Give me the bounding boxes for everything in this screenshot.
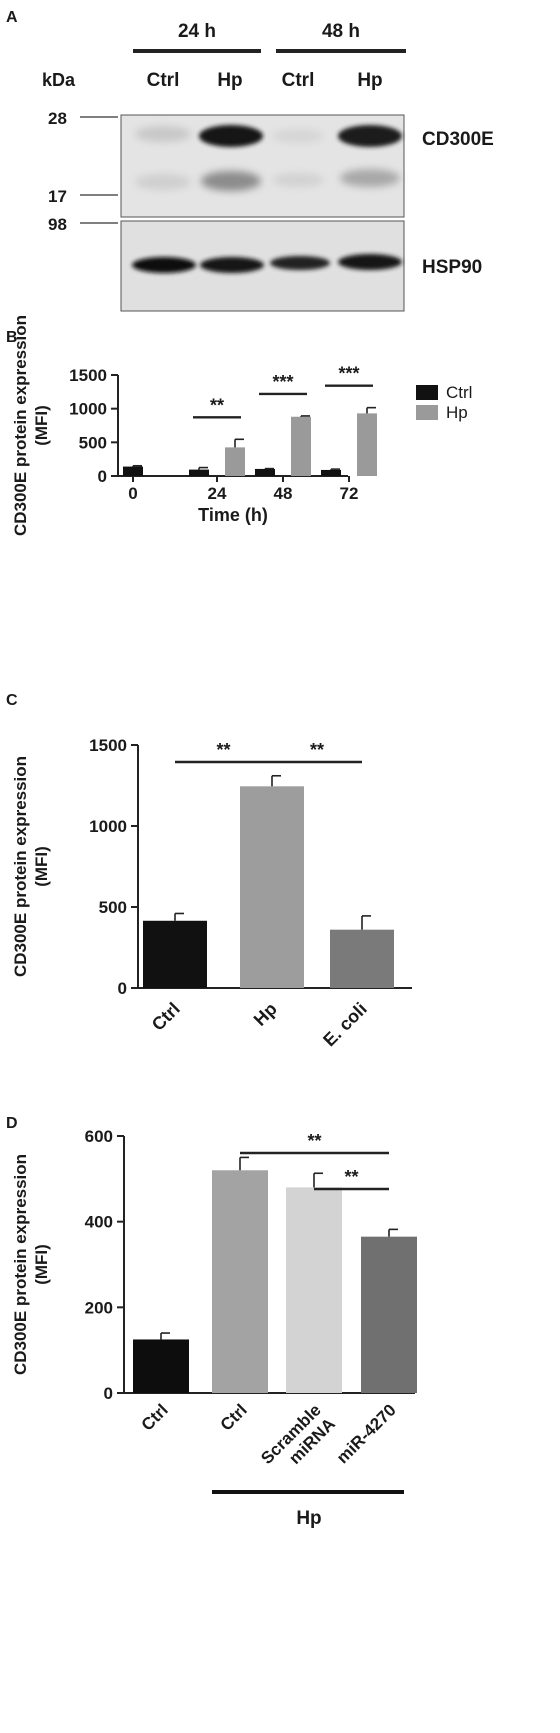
marker-label: 17 — [48, 187, 67, 206]
x-tick-label: 24 — [208, 484, 227, 503]
legend-swatch — [416, 405, 438, 420]
y-tick-label: 1000 — [89, 817, 127, 836]
bar — [321, 469, 341, 476]
x-tick-label: Ctrl — [148, 999, 184, 1035]
bar — [291, 416, 311, 476]
bar — [255, 468, 275, 476]
kda-label: kDa — [42, 70, 76, 90]
y-tick-label: 600 — [85, 1127, 113, 1146]
significance-label: ** — [344, 1167, 358, 1187]
bar — [240, 786, 304, 988]
legend-swatch — [416, 385, 438, 400]
lane-label: Ctrl — [147, 70, 180, 91]
bar — [225, 447, 245, 476]
y-tick-label: 1000 — [69, 400, 107, 419]
panel-b-letter: B — [6, 329, 18, 346]
time-group-label: 24 h — [178, 21, 216, 42]
panel-b-chart: B 0 500 1000 1500 CD300E protein expression(… — [6, 315, 472, 536]
x-tick-label: 72 — [340, 484, 359, 503]
y-axis-label: CD300E protein expression — [11, 756, 30, 977]
band-label-hsp90: HSP90 — [422, 257, 482, 278]
x-tick-label: E. coli — [319, 999, 371, 1051]
y-tick-label: 0 — [118, 979, 127, 998]
y-axis-label: (MFI) — [32, 846, 51, 887]
panel-d-chart: D 0 200 400 600 CD300E protein expression (MF… — [6, 1115, 417, 1529]
lane-label: Ctrl — [282, 70, 315, 91]
panel-c-chart: C 0 500 1000 1500 CD300E protein expression(… — [6, 692, 412, 1050]
significance-label: ** — [310, 740, 324, 760]
bar — [361, 1236, 417, 1393]
band-label-cd300e: CD300E — [422, 129, 494, 150]
lane-label: Hp — [217, 70, 242, 91]
blot-cd300e — [120, 114, 405, 218]
y-tick-label: 500 — [79, 433, 107, 452]
significance-label: ** — [210, 395, 224, 415]
bar — [123, 466, 143, 476]
y-tick-label: 0 — [104, 1384, 113, 1403]
y-axis-label: CD300E protein expression — [11, 315, 30, 536]
x-tick-label: Ctrl — [138, 1400, 172, 1434]
x-tick-label: miR-4270 — [333, 1400, 400, 1467]
panel-c-letter: C — [6, 692, 18, 709]
bar — [357, 413, 377, 476]
bar — [330, 929, 394, 988]
significance-label: ** — [216, 740, 230, 760]
legend-label: Hp — [446, 403, 468, 422]
y-tick-label: 200 — [85, 1298, 113, 1317]
y-tick-label: 0 — [98, 467, 107, 486]
y-tick-label: 500 — [99, 898, 127, 917]
x-axis-label: Time (h) — [198, 505, 268, 525]
significance-label: *** — [338, 364, 359, 384]
marker-label: 28 — [48, 109, 67, 128]
marker-label: 98 — [48, 215, 67, 234]
y-axis-label: CD300E protein expression — [11, 1154, 30, 1375]
panel-d-letter: D — [6, 1115, 18, 1132]
bar — [189, 469, 209, 476]
bar — [143, 920, 207, 988]
y-tick-label: 1500 — [69, 366, 107, 385]
time-group-label: 48 h — [322, 21, 360, 42]
panel-a: A 24 h 48 h kDa Ctrl Hp Ctrl Hp 28 17 98… — [6, 9, 494, 312]
x-tick-label: Hp — [250, 999, 281, 1030]
x-tick-label: 0 — [128, 484, 137, 503]
x-tick-label: Ctrl — [217, 1400, 251, 1434]
bar — [286, 1187, 342, 1393]
x-tick-label: 48 — [274, 484, 293, 503]
y-axis-label: (MFI) — [32, 1244, 51, 1285]
panel-a-letter: A — [6, 9, 18, 26]
y-tick-label: 400 — [85, 1213, 113, 1232]
lane-label: Hp — [357, 70, 382, 91]
y-tick-label: 1500 — [89, 736, 127, 755]
significance-label: *** — [272, 372, 293, 392]
y-axis-label: (MFI) — [32, 405, 51, 446]
significance-label: ** — [307, 1131, 321, 1151]
legend-label: Ctrl — [446, 383, 472, 402]
bar — [133, 1339, 189, 1393]
bar — [212, 1170, 268, 1393]
group-label: Hp — [296, 1508, 321, 1529]
blot-hsp90 — [120, 220, 405, 312]
